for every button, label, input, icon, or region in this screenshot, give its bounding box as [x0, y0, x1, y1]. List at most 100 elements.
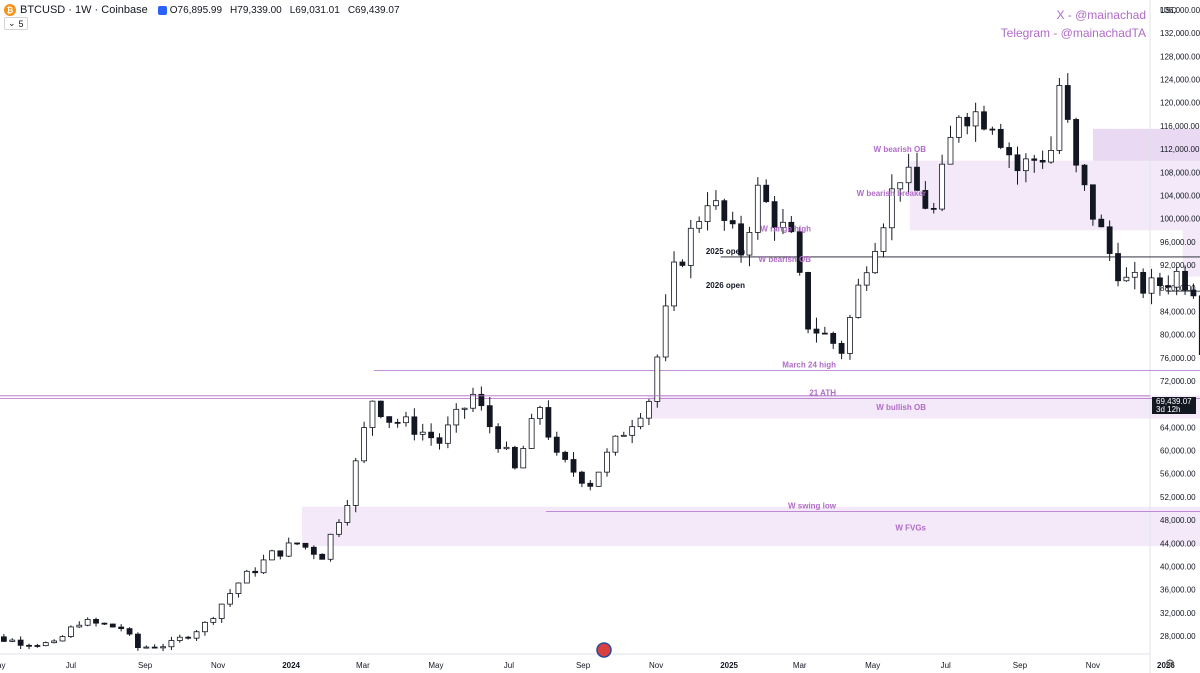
candle-down: [377, 400, 384, 418]
us-flag-icon[interactable]: [596, 642, 612, 658]
y-tick-label: 96,000.00: [1160, 238, 1196, 247]
candle-down: [118, 626, 125, 630]
settings-gear-icon[interactable]: ⚙: [1165, 658, 1175, 670]
candle-up: [905, 166, 912, 184]
candle-down: [511, 446, 518, 469]
candle-up: [1048, 149, 1054, 163]
candle-up: [947, 136, 954, 165]
candle-down: [763, 184, 770, 203]
candle-up: [537, 407, 543, 420]
zone-label-range-high: W range high: [760, 224, 811, 233]
watermark-telegram: Telegram - @mainachadTA: [1000, 26, 1146, 40]
x-tick-label: Nov: [649, 661, 663, 670]
candle-down: [914, 166, 920, 191]
candle-down: [830, 333, 837, 344]
candle-up: [210, 618, 217, 623]
candle-down: [838, 343, 845, 354]
candle-down: [771, 201, 778, 229]
candle-up: [754, 184, 761, 233]
x-tick-label: Jul: [941, 661, 951, 670]
candle-up: [76, 624, 83, 628]
candle-down: [562, 451, 569, 460]
x-tick-label: Sep: [576, 661, 591, 670]
zone-2: [1182, 230, 1200, 277]
candle-down: [805, 272, 811, 330]
candle-up: [68, 626, 74, 637]
candle-up: [1148, 277, 1155, 294]
candle-down: [1115, 253, 1121, 282]
y-tick-label: 108,000.00: [1160, 168, 1200, 177]
candle-up: [344, 505, 351, 523]
candle-down: [1039, 159, 1046, 163]
candle-up: [336, 522, 342, 535]
zone-label-bearish-ob: W bearish OB: [874, 145, 927, 154]
x-tick-label: Nov: [1086, 661, 1100, 670]
candle-down: [1140, 271, 1147, 294]
candle-down: [721, 200, 728, 221]
candle-up: [662, 305, 669, 358]
candle-down: [411, 416, 418, 435]
candle-down: [821, 332, 828, 335]
candle-down: [126, 628, 133, 635]
candle-up: [352, 460, 359, 506]
candle-down: [1073, 119, 1080, 166]
candle-down: [553, 436, 560, 453]
candle-up: [696, 221, 703, 229]
candle-up: [260, 559, 267, 574]
candle-up: [847, 317, 853, 354]
candle-up: [176, 636, 183, 641]
candle-up: [1056, 85, 1063, 151]
y-tick-label: 112,000.00: [1160, 145, 1200, 154]
candle-down: [989, 128, 996, 131]
candle-down: [101, 622, 108, 625]
indicator-collapse-button[interactable]: ⌄ 5: [4, 17, 28, 30]
candle-up: [746, 232, 753, 256]
y-tick-label: 128,000.00: [1160, 52, 1200, 61]
candle-down: [1081, 164, 1088, 186]
x-tick-label: May: [428, 661, 443, 670]
btc-logo-icon: ₿: [4, 4, 16, 16]
candle-down: [34, 645, 41, 647]
candle-down: [486, 405, 493, 428]
candle-down: [570, 459, 577, 473]
candle-up: [227, 593, 233, 605]
candle-down: [1031, 158, 1038, 161]
candle-up: [528, 418, 535, 449]
candle-down: [1182, 270, 1188, 291]
candle-up: [193, 631, 200, 639]
candle-down: [294, 542, 300, 545]
symbol-label[interactable]: BTCUSD · 1W · Coinbase: [20, 4, 148, 16]
candle-up: [461, 407, 468, 410]
y-tick-label: 52,000.00: [1160, 493, 1196, 502]
axis-unit-label: USD: [1160, 6, 1177, 15]
candle-up: [1131, 271, 1138, 278]
candle-up: [218, 603, 225, 619]
candle-down: [135, 633, 141, 649]
candle-down: [579, 471, 585, 484]
candle-down: [310, 546, 317, 555]
candle-down: [0, 636, 7, 642]
y-tick-label: 80,000.00: [1160, 331, 1196, 340]
level-label-swing-low: W swing low: [788, 501, 837, 510]
candle-down: [587, 482, 594, 487]
candle-down: [1090, 184, 1096, 220]
y-tick-label: 100,000.00: [1160, 215, 1200, 224]
candle-up: [780, 221, 786, 229]
candle-down: [981, 111, 987, 130]
x-tick-label: Sep: [138, 661, 153, 670]
y-tick-label: 124,000.00: [1160, 76, 1200, 85]
candle-up: [863, 272, 870, 286]
candle-up: [595, 471, 602, 487]
candle-down: [545, 407, 552, 438]
y-tick-label: 56,000.00: [1160, 470, 1196, 479]
candle-down: [436, 437, 443, 444]
candle-up: [59, 636, 66, 642]
candle-up: [612, 435, 619, 453]
candle-down: [1014, 154, 1021, 172]
candle-down: [1157, 277, 1163, 287]
x-tick-label: May: [0, 661, 5, 670]
candle-up: [654, 356, 661, 402]
zone-label-fvgs: W FVGs: [895, 524, 926, 533]
candle-down: [1165, 285, 1172, 288]
